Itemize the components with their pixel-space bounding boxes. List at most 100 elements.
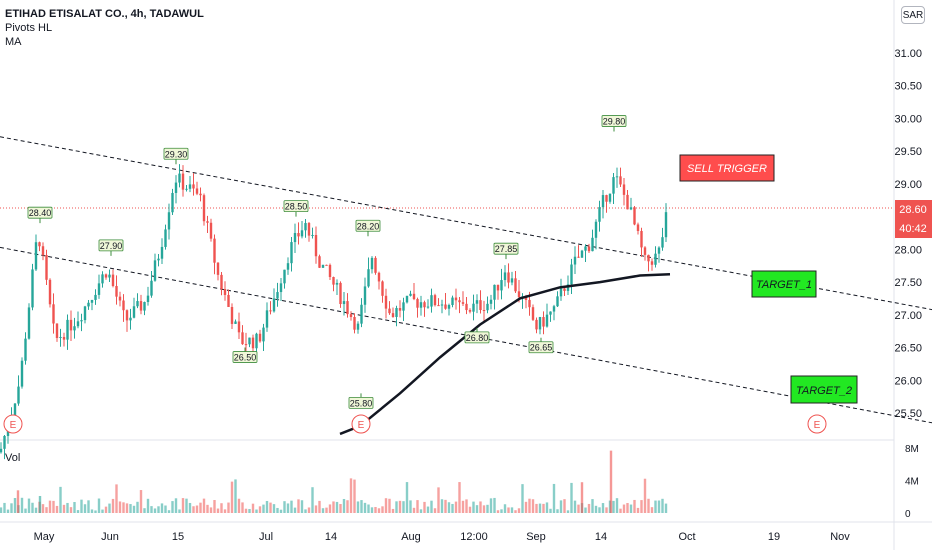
candle-body xyxy=(573,256,577,265)
volume-bar xyxy=(251,503,255,513)
volume-bar xyxy=(52,500,55,513)
candle-body xyxy=(605,195,608,202)
candle-body xyxy=(101,274,104,284)
volume-bar xyxy=(199,502,202,513)
candle-body xyxy=(279,283,283,293)
pivot-label: 26.65 xyxy=(528,337,554,354)
candle-body xyxy=(384,295,388,309)
candle-body xyxy=(535,319,538,330)
volume-bar xyxy=(76,510,80,513)
volume-bar xyxy=(416,500,419,513)
candle-body xyxy=(542,317,545,327)
volume-bar xyxy=(125,503,129,513)
earnings-marker[interactable]: E xyxy=(807,414,827,434)
volume-bar xyxy=(66,502,69,513)
volume-bar xyxy=(517,508,521,513)
candle-body xyxy=(591,237,594,252)
indicator-ma[interactable]: MA xyxy=(5,36,22,48)
candle-body xyxy=(174,182,178,193)
volume-bar xyxy=(192,506,195,513)
candle-body xyxy=(153,260,157,281)
candle-body xyxy=(297,233,300,237)
time-axis[interactable]: May Jun 15 Jul 14 Aug 12:00 Sep 14 Oct 19 Nov xyxy=(34,531,851,543)
volume-bar xyxy=(465,499,468,513)
candle-body xyxy=(388,308,391,314)
candle-body xyxy=(125,310,129,321)
candle-body xyxy=(213,238,216,263)
volume-legend[interactable]: Vol xyxy=(5,452,21,464)
candle-body xyxy=(66,319,69,340)
target-1-box[interactable]: TARGET_1 xyxy=(751,270,817,298)
volume-bar xyxy=(447,502,451,513)
candle-body xyxy=(304,223,307,231)
volume-bar xyxy=(451,503,454,513)
volume-bar xyxy=(356,501,360,513)
pivot-label: 25.80 xyxy=(348,393,374,409)
target-2-box[interactable]: TARGET_2 xyxy=(790,375,858,404)
volume-bar xyxy=(139,490,143,513)
pivot-value: 28.50 xyxy=(285,202,308,212)
symbol-title[interactable]: ETIHAD ETISALAT CO., 4h, TADAWUL xyxy=(5,8,204,20)
pivot-value: 28.40 xyxy=(29,208,52,218)
volume-bar xyxy=(657,500,661,513)
earnings-marker[interactable]: E xyxy=(3,414,23,434)
volume-bar xyxy=(122,502,125,513)
volume-bar xyxy=(377,508,381,513)
candle-body xyxy=(647,254,650,262)
candle-body xyxy=(311,234,314,236)
volume-bar xyxy=(643,478,647,513)
currency-button[interactable]: SAR xyxy=(901,6,925,24)
candle-body xyxy=(398,308,402,311)
volume-bar xyxy=(605,507,608,513)
volume-bar xyxy=(276,507,279,513)
candle-body xyxy=(129,317,132,321)
candle-body xyxy=(195,188,199,194)
candle-body xyxy=(594,221,598,238)
volume-bar xyxy=(286,503,290,513)
candle-body xyxy=(157,258,160,261)
pivot-labels: 28.40 27.90 29.30 26.50 28.50 28.20 25.80 26.80… xyxy=(27,115,627,409)
earnings-marker[interactable]: E xyxy=(351,414,371,434)
candle-body xyxy=(472,303,475,312)
candle-body xyxy=(339,282,342,305)
candle-body xyxy=(517,291,521,298)
volume-bar xyxy=(3,502,6,513)
candle-body xyxy=(209,222,213,239)
candle-body xyxy=(577,256,580,258)
volume-bar xyxy=(601,503,605,513)
volume-bar xyxy=(538,503,542,513)
volume-bar xyxy=(94,510,97,513)
sell-trigger-box[interactable]: SELL TRIGGER xyxy=(679,154,775,182)
candle-body xyxy=(122,300,125,311)
volume-bar xyxy=(412,507,416,513)
volume-bar xyxy=(87,500,90,513)
candle-body xyxy=(370,257,374,270)
volume-bar xyxy=(440,499,444,513)
candle-body xyxy=(332,277,335,285)
volume-bar xyxy=(136,501,139,513)
volume-bar xyxy=(570,482,573,513)
candle-body xyxy=(290,242,293,264)
candles xyxy=(0,164,668,460)
candle-body xyxy=(661,237,664,248)
candle-body xyxy=(342,301,346,305)
volume-bar xyxy=(486,504,489,513)
trendlines[interactable] xyxy=(0,136,932,424)
volume-bar xyxy=(563,499,566,513)
candle-body xyxy=(269,310,272,312)
price-tick-label: 26.50 xyxy=(894,343,922,355)
volume-bar xyxy=(531,499,535,513)
volume-bar xyxy=(73,502,76,513)
candle-body xyxy=(234,321,237,324)
earnings-letter: E xyxy=(358,420,365,431)
volume-bar xyxy=(535,503,538,513)
candle-body xyxy=(3,435,6,449)
volume-bar xyxy=(342,498,346,513)
candle-body xyxy=(402,302,405,311)
volume-bar xyxy=(559,500,563,513)
candle-body xyxy=(202,195,206,222)
indicator-pivots[interactable]: Pivots HL xyxy=(5,22,53,34)
volume-bar xyxy=(314,505,318,513)
